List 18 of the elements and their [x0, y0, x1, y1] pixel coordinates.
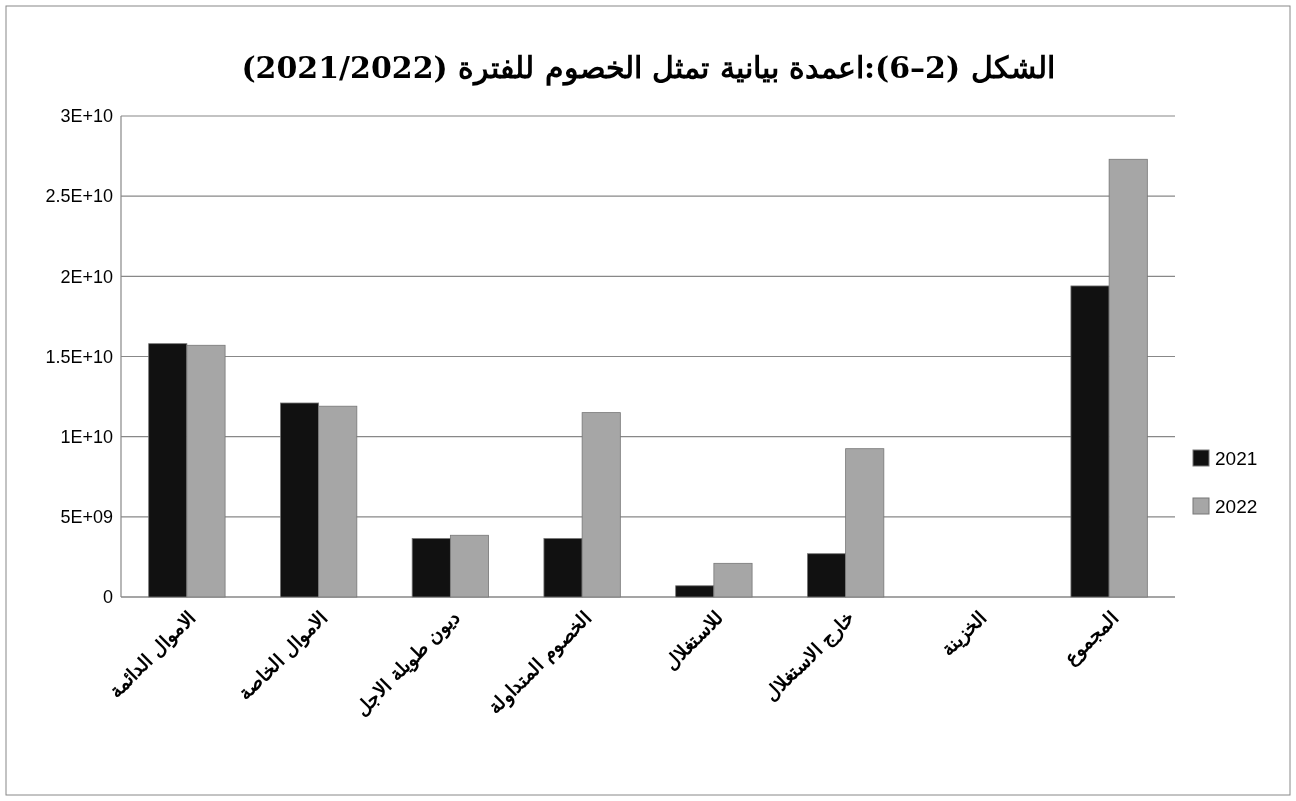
y-tick-label: 1E+10 — [60, 426, 113, 447]
y-tick-label: 5E+09 — [60, 507, 113, 528]
chart-title: الشكل (2–6):اعمدة بيانية تمثل الخصوم للفترة (2021/2022) — [241, 50, 1055, 86]
y-tick-label: 1.5E+10 — [45, 346, 113, 367]
y-tick-label: 0 — [102, 587, 113, 608]
legend-label: 2022 — [1215, 495, 1258, 517]
x-tick-label: الاموال الدائمة — [103, 606, 201, 703]
x-tick-label: الخصوم المتداولة — [483, 606, 596, 719]
y-tick-label: 2.5E+10 — [45, 186, 113, 207]
y-tick-label: 3E+10 — [60, 106, 113, 127]
x-tick-label: الاموال الخاصة — [233, 606, 333, 705]
y-tick-label: 2E+10 — [60, 266, 113, 287]
x-tick-label: للاستغلال — [659, 606, 727, 674]
x-tick-label: الخزينة — [936, 606, 991, 661]
legend-label: 2021 — [1215, 447, 1258, 469]
x-tick-label: المجموع — [1059, 606, 1123, 670]
x-tick-label: خارج الاستغلال — [759, 606, 860, 706]
x-tick-label: ديون طويلة الاجل — [349, 606, 464, 721]
